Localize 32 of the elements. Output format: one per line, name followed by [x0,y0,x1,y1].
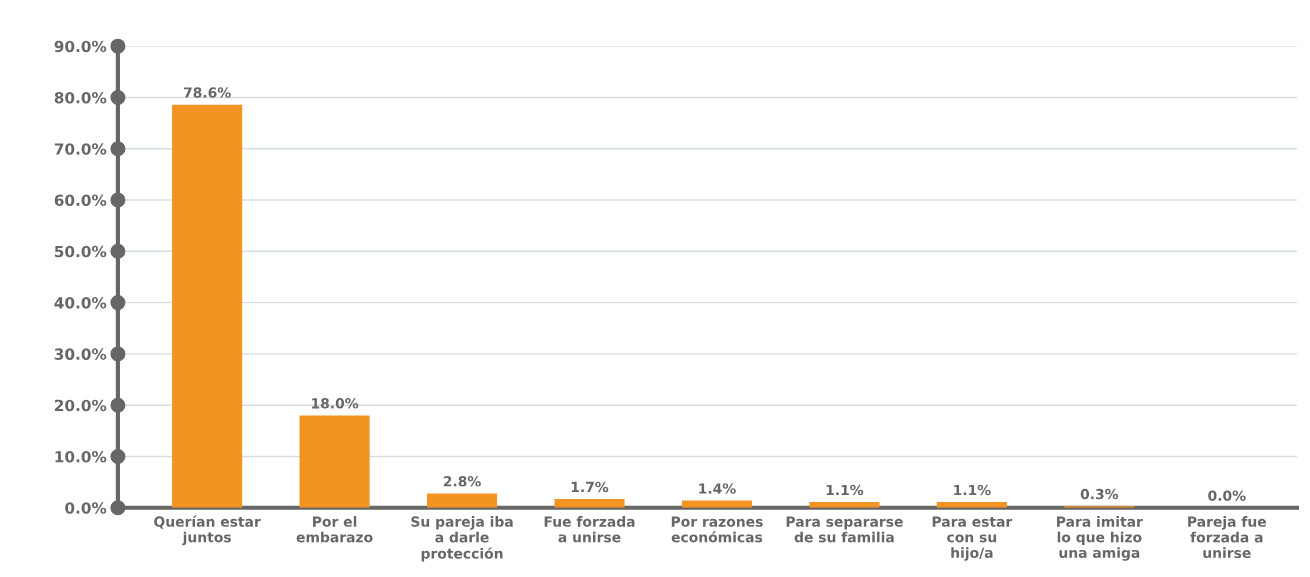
data-label: 0.3% [1080,488,1119,500]
x-tick-label: Por razones económicas [671,516,763,543]
y-tick-label: 50.0% [54,245,107,258]
y-tick-label: 90.0% [54,40,107,53]
data-label: 1.1% [826,484,864,496]
x-tick-label: Querían estar juntos [154,515,261,546]
x-tick-label: Pareja fue forzada a unirse [1188,516,1267,559]
bar [426,493,498,508]
data-label: 1.7% [571,481,609,493]
y-tick-label: 40.0% [54,297,107,309]
y-tick-label: 20.0% [54,399,107,412]
x-tick-label: Su pareja iba a darle protección [411,516,513,562]
x-tick-label: Para imitar lo que hizo una amiga [1057,516,1143,561]
x-tick-label: Por el embarazo [296,516,373,543]
y-tick-label: 80.0% [54,91,107,104]
y-tick-label: 70.0% [54,143,107,155]
data-label: 18.0% [312,398,359,409]
y-tick-label: 60.0% [54,194,107,207]
bar [554,499,625,508]
data-label: 1.1% [954,484,991,496]
data-label: 1.4% [699,483,736,494]
data-label: 78.6% [183,87,231,98]
y-tick-label: 10.0% [55,450,107,463]
y-tick-label: 0.0% [65,502,107,514]
bar [172,104,243,508]
data-label: 0.0% [1208,490,1246,501]
data-label: 2.8% [443,476,481,487]
x-tick-label: Fue forzada a unirse [544,516,635,543]
x-tick-label: Para separarse de su familia [786,516,903,543]
y-tick-label: 30.0% [54,348,107,360]
bar [299,415,370,508]
x-tick-label: Para estar con su hijo/a [932,516,1013,561]
